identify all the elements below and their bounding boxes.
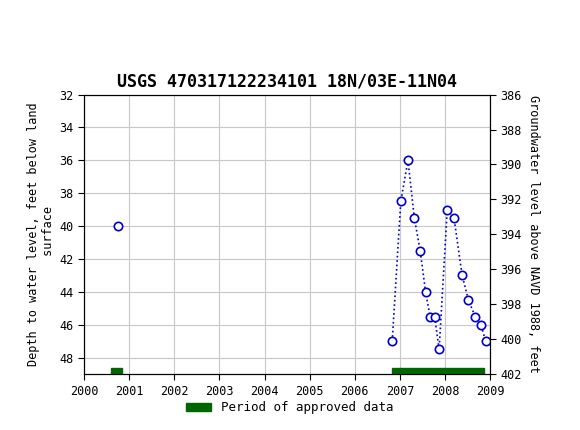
Y-axis label: Groundwater level above NAVD 1988, feet: Groundwater level above NAVD 1988, feet — [527, 95, 541, 373]
Bar — [111, 368, 122, 374]
Title: USGS 470317122234101 18N/03E-11N04: USGS 470317122234101 18N/03E-11N04 — [117, 72, 457, 90]
Text: ≡USGS: ≡USGS — [8, 14, 79, 31]
Legend: Period of approved data: Period of approved data — [181, 396, 399, 419]
Bar — [9, 7, 78, 38]
Bar — [392, 368, 484, 374]
Y-axis label: Depth to water level, feet below land
 surface: Depth to water level, feet below land su… — [27, 102, 55, 366]
